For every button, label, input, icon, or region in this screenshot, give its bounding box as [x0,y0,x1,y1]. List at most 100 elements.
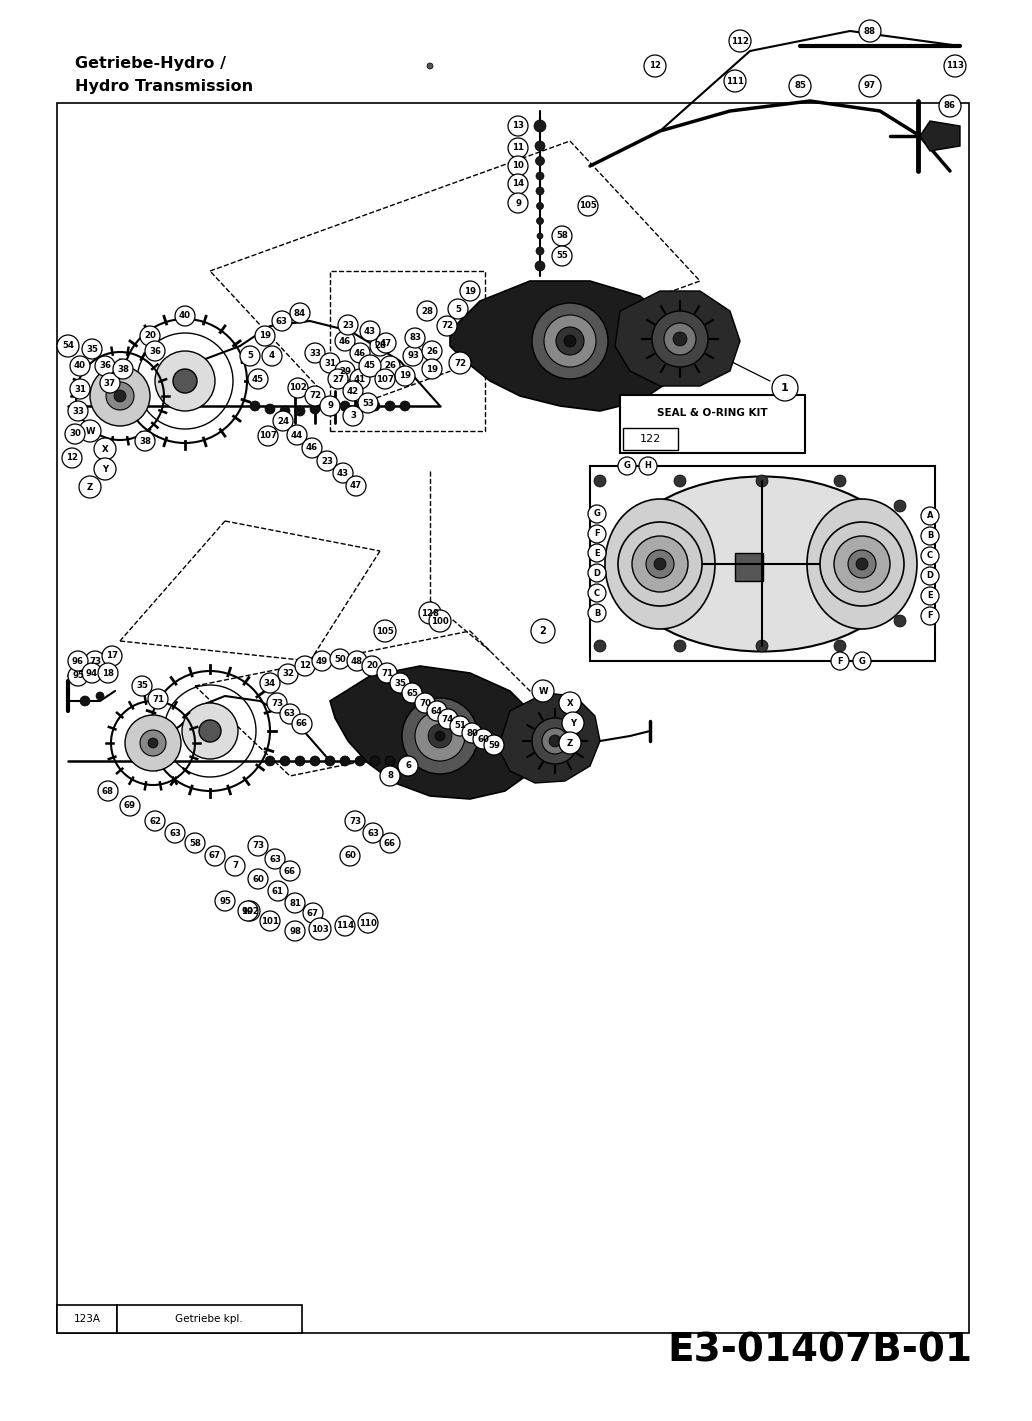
Circle shape [96,692,104,701]
Circle shape [100,372,120,394]
Circle shape [338,315,358,335]
Circle shape [588,584,606,603]
Circle shape [95,357,115,377]
Circle shape [848,550,876,578]
Circle shape [536,188,544,195]
Circle shape [419,603,441,624]
Circle shape [303,902,323,924]
Circle shape [400,401,410,411]
Circle shape [295,756,305,766]
Text: 45: 45 [364,361,376,371]
Circle shape [508,173,528,195]
Circle shape [199,720,221,742]
Circle shape [417,301,437,321]
Circle shape [330,649,350,669]
Circle shape [155,351,215,411]
Circle shape [588,524,606,543]
Text: 97: 97 [864,81,876,91]
Text: 9: 9 [327,402,333,411]
Circle shape [132,676,152,696]
Text: 128: 128 [421,608,439,618]
Text: F: F [594,530,600,539]
Circle shape [402,698,478,774]
Circle shape [535,261,545,271]
Text: 73: 73 [252,841,264,851]
Text: 113: 113 [946,61,964,71]
Circle shape [362,657,382,676]
Circle shape [146,341,165,361]
Circle shape [374,620,396,642]
Circle shape [68,651,88,671]
Text: 28: 28 [374,341,386,351]
Text: 26: 26 [426,347,438,355]
Circle shape [772,375,798,401]
Text: 86: 86 [944,101,956,111]
Circle shape [380,833,400,853]
Circle shape [70,357,90,377]
Circle shape [82,340,102,360]
Text: 31: 31 [74,385,86,394]
Text: 64: 64 [431,706,443,716]
Text: 98: 98 [289,926,301,935]
Circle shape [594,639,606,652]
Circle shape [248,836,268,855]
Polygon shape [498,693,600,783]
Circle shape [343,381,363,401]
Text: 11: 11 [512,144,524,152]
Circle shape [309,918,331,941]
Circle shape [182,703,238,759]
Circle shape [288,378,308,398]
Circle shape [335,361,355,381]
Circle shape [260,674,280,693]
Circle shape [280,703,300,725]
Circle shape [85,651,105,671]
Bar [590,466,935,661]
Circle shape [68,666,88,686]
Circle shape [70,379,90,399]
Text: 19: 19 [426,365,438,374]
Circle shape [340,756,350,766]
Text: 46: 46 [354,348,366,358]
Text: 93: 93 [407,351,419,361]
Text: 72: 72 [441,321,453,331]
Circle shape [859,20,881,43]
Text: C: C [927,551,933,560]
Circle shape [438,709,458,729]
Circle shape [588,544,606,561]
Circle shape [390,674,410,693]
Bar [57,1304,117,1333]
Text: 20: 20 [366,662,378,671]
Circle shape [248,870,268,890]
Text: Z: Z [567,739,573,747]
Text: 23: 23 [321,456,333,466]
Text: 34: 34 [264,678,277,688]
Circle shape [280,406,290,416]
Circle shape [62,448,82,468]
Circle shape [729,30,751,53]
Circle shape [260,911,280,931]
Text: 19: 19 [464,287,476,296]
Circle shape [98,782,118,801]
Circle shape [588,504,606,523]
Circle shape [549,735,561,747]
Circle shape [385,756,395,766]
Text: 29: 29 [338,367,351,375]
Circle shape [225,855,245,875]
Circle shape [80,696,90,706]
Text: F: F [837,657,843,665]
Text: 41: 41 [354,375,366,384]
Circle shape [376,333,396,352]
Circle shape [148,689,168,709]
Circle shape [380,766,400,786]
Circle shape [135,431,155,450]
Circle shape [533,718,578,764]
Circle shape [921,547,939,566]
Text: 5: 5 [247,351,253,361]
Circle shape [377,664,397,684]
Text: 14: 14 [512,179,524,189]
Text: 6: 6 [405,762,411,770]
Circle shape [325,756,335,766]
Circle shape [273,411,293,431]
Text: 110: 110 [359,918,377,928]
Circle shape [894,500,906,512]
